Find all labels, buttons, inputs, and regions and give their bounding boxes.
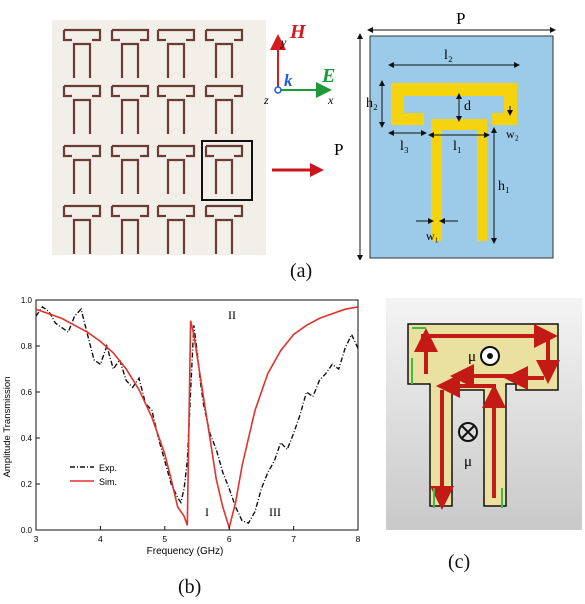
l2-label: l₂ (444, 48, 453, 63)
chart-ticks: 3 4 5 6 7 8 0.0 0.2 0.4 0.6 0.8 1.0 (21, 296, 361, 544)
t-resonator (156, 84, 196, 134)
t-resonator (110, 84, 150, 134)
fabricated-sample-photo (52, 20, 266, 255)
red-arrow-icon (272, 163, 324, 177)
t-resonator (204, 144, 244, 194)
x-tick-label: 3 (34, 534, 39, 544)
t-resonator (62, 144, 102, 194)
panel-label-b: (b) (178, 576, 202, 598)
t-resonator (62, 28, 102, 78)
y-tick-label: 0.2 (21, 480, 33, 489)
chart-series (35, 305, 359, 531)
y-tick-label: 0.0 (21, 526, 33, 535)
current-arrows (414, 324, 560, 510)
period-label-left: P (334, 140, 343, 159)
mu-top-label: μ (468, 349, 476, 365)
t-resonator (62, 204, 102, 254)
k-vector-label: k (284, 71, 293, 90)
t-resonator (156, 144, 196, 194)
w2-label: w₂ (506, 127, 519, 141)
t-resonator (62, 84, 102, 134)
t-resonator-grid (62, 28, 244, 254)
substrate-cell (369, 35, 554, 259)
x-tick-label: 7 (291, 534, 296, 544)
t-resonator (110, 144, 150, 194)
h-field-label: H (289, 21, 307, 43)
y-tick-label: 0.8 (21, 342, 33, 351)
t-resonator (204, 204, 244, 254)
l3-label: l₃ (400, 139, 409, 154)
t-resonator (156, 28, 196, 78)
y-tick-label: 1.0 (21, 296, 33, 305)
h1-label: h₁ (498, 179, 510, 194)
annotation-III: III (269, 505, 281, 519)
y-axis-label: y (280, 35, 287, 49)
surface-current-plot: μ μ (386, 298, 582, 530)
transmission-chart: 3 4 5 6 7 8 0.0 0.2 0.4 0.6 0.8 1.0 Frequency (GHz)… (2, 296, 361, 557)
w1-label: w₁ (426, 229, 439, 243)
legend-exp: Exp. (99, 463, 117, 473)
t-resonator (204, 28, 244, 78)
chart-axes (35, 299, 359, 531)
t-resonator (110, 204, 150, 254)
cross-in-icon (458, 422, 478, 442)
mu-bottom-label: μ (464, 454, 472, 470)
x-tick-label: 5 (162, 534, 167, 544)
e-field-label: E (321, 65, 335, 87)
x-tick-label: 4 (98, 534, 103, 544)
period-label-top: P (456, 9, 465, 28)
t-metal-pattern (391, 83, 517, 241)
plot-frame (35, 299, 359, 531)
edge-current-fringe (411, 327, 503, 508)
y-tick-label: 0.4 (21, 434, 33, 443)
x-tick-label: 6 (227, 534, 232, 544)
t-resonator (156, 204, 196, 254)
field-orientation-axes: H E k y x z (263, 21, 335, 107)
x-tick-label: 8 (356, 534, 361, 544)
t-resonator (110, 28, 150, 78)
x-axis-title: Frequency (GHz) (147, 546, 224, 557)
h2-label: h₂ (366, 96, 378, 111)
legend-sim: Sim. (99, 477, 117, 487)
d-label: d (464, 99, 471, 114)
panel-label-c: (c) (448, 551, 471, 573)
annotation-II: II (228, 308, 236, 322)
series-line-exp (35, 305, 359, 524)
y-tick-label: 0.6 (21, 388, 33, 397)
z-axis-label: z (263, 93, 269, 107)
unit-cell-diagram: P P l₂ h₂ d w₂ l₃ l₁ h₁ w₁ (334, 9, 556, 260)
selected-cell-box (201, 140, 253, 201)
x-axis-label: x (327, 93, 334, 107)
l1-label: l₁ (453, 139, 462, 154)
panel-label-a: (a) (290, 260, 313, 282)
y-axis-title: Amplitude Transmission (2, 377, 13, 478)
series-line-sim (35, 306, 359, 531)
annotation-I: I (205, 505, 209, 519)
t-resonator (204, 84, 244, 134)
chart-legend: Exp. Sim. (70, 463, 117, 487)
